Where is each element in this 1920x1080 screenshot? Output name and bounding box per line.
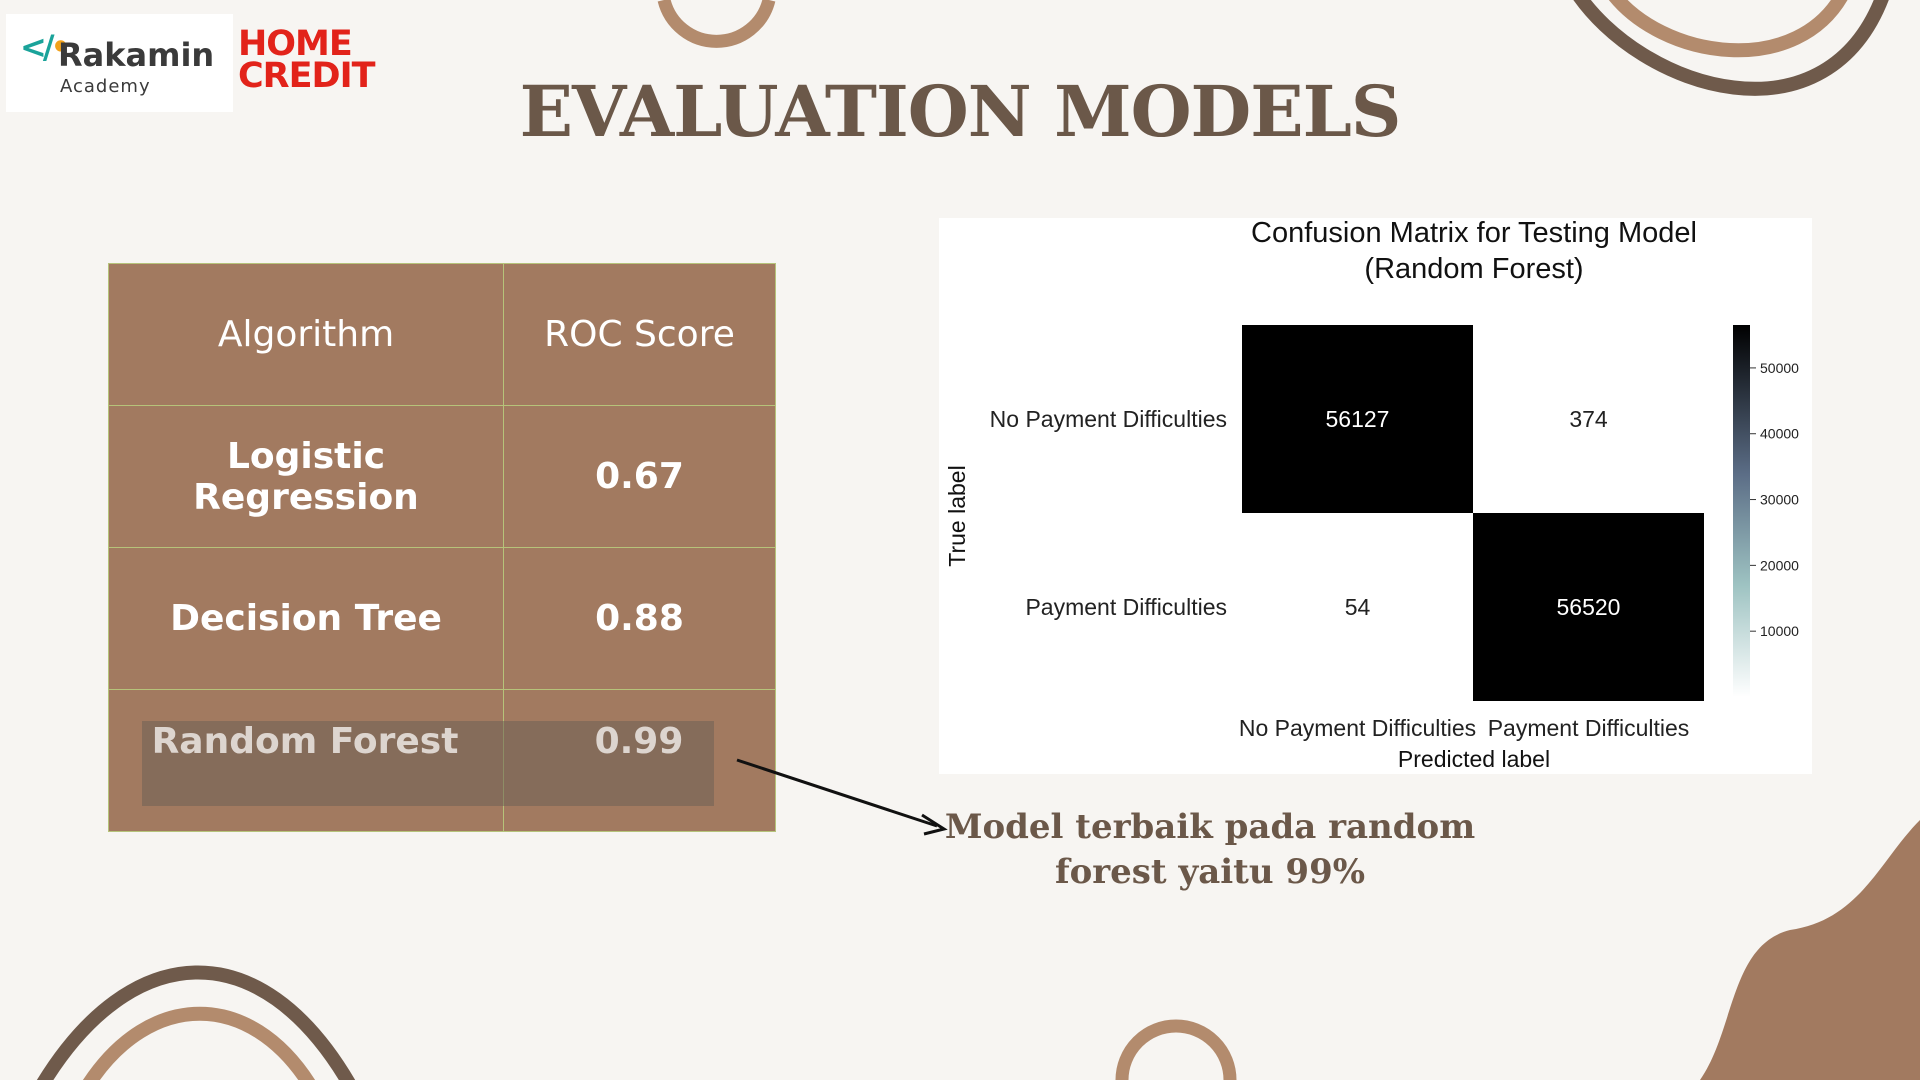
bottom-right-blob [1700, 820, 1920, 1080]
table-row: Decision Tree 0.88 [108, 547, 776, 690]
matrix-cell-value: 56127 [1326, 406, 1390, 432]
rakamin-mark-icon: </• [20, 28, 71, 66]
note-line-2: forest yaitu 99% [1054, 852, 1366, 892]
top-ring-decoration [657, 0, 776, 48]
matrix-cell-value: 374 [1569, 406, 1608, 432]
home-credit-logo: HOME CREDIT [238, 24, 375, 96]
x-tick-label: No Payment Difficulties [1239, 715, 1476, 741]
bottom-ring-decoration [1115, 1019, 1237, 1080]
score-cell: 0.88 [503, 547, 776, 690]
y-axis-title: True label [944, 465, 970, 566]
table-header-row: Algorithm ROC Score [108, 263, 776, 406]
header-roc-score: ROC Score [503, 263, 776, 406]
conclusion-note: Model terbaik pada random forest yaitu 9… [940, 805, 1480, 895]
confusion-matrix-chart: Confusion Matrix for Testing Model (Rand… [944, 217, 1799, 772]
page-title: EVALUATION MODELS [519, 70, 1402, 153]
matrix-cell-value: 56520 [1557, 594, 1621, 620]
best-algorithm-cell: Random Forest [151, 721, 459, 762]
matrix-cell [1473, 513, 1704, 701]
arrowhead-icon [921, 813, 948, 836]
best-model-highlight [142, 721, 714, 806]
top-right-arc-inner [1609, 0, 1848, 58]
colorbar-tick-label: 10000 [1760, 623, 1799, 639]
home-credit-line2: CREDIT [238, 56, 375, 96]
colorbar-tick-label: 30000 [1760, 492, 1799, 508]
top-right-arc-outer [1573, 0, 1889, 96]
colorbar [1733, 325, 1750, 697]
best-score-cell: 0.99 [594, 721, 684, 762]
bottom-left-arc-inner [82, 1006, 316, 1080]
x-axis-title: Predicted label [1398, 746, 1550, 772]
matrix-cell [1242, 513, 1473, 701]
bottom-left-arc-outer [36, 965, 356, 1080]
matrix-cell-value: 54 [1345, 594, 1371, 620]
note-line-1: Model terbaik pada random [944, 807, 1476, 847]
header-algorithm: Algorithm [108, 263, 504, 406]
colorbar-tick-label: 50000 [1760, 360, 1799, 376]
y-tick-label: No Payment Difficulties [990, 406, 1227, 432]
rakamin-logo: </• Rakamin Academy [6, 14, 233, 112]
score-cell: 0.67 [503, 405, 776, 548]
chart-title: Confusion Matrix for Testing Model [1251, 218, 1697, 249]
rakamin-name: Rakamin [58, 36, 215, 74]
home-credit-line1: HOME [238, 24, 353, 64]
matrix-cell [1242, 325, 1473, 513]
x-tick-label: Payment Difficulties [1488, 715, 1690, 741]
matrix-cell [1473, 325, 1704, 513]
chart-subtitle: (Random Forest) [1364, 253, 1583, 285]
rakamin-sub: Academy [60, 76, 151, 97]
y-tick-label: Payment Difficulties [1025, 594, 1227, 620]
colorbar-tick-label: 20000 [1760, 557, 1799, 573]
confusion-matrix-panel: Confusion Matrix for Testing Model (Rand… [939, 217, 1812, 774]
algorithm-cell: Decision Tree [108, 547, 504, 690]
colorbar-tick-label: 40000 [1760, 426, 1799, 442]
